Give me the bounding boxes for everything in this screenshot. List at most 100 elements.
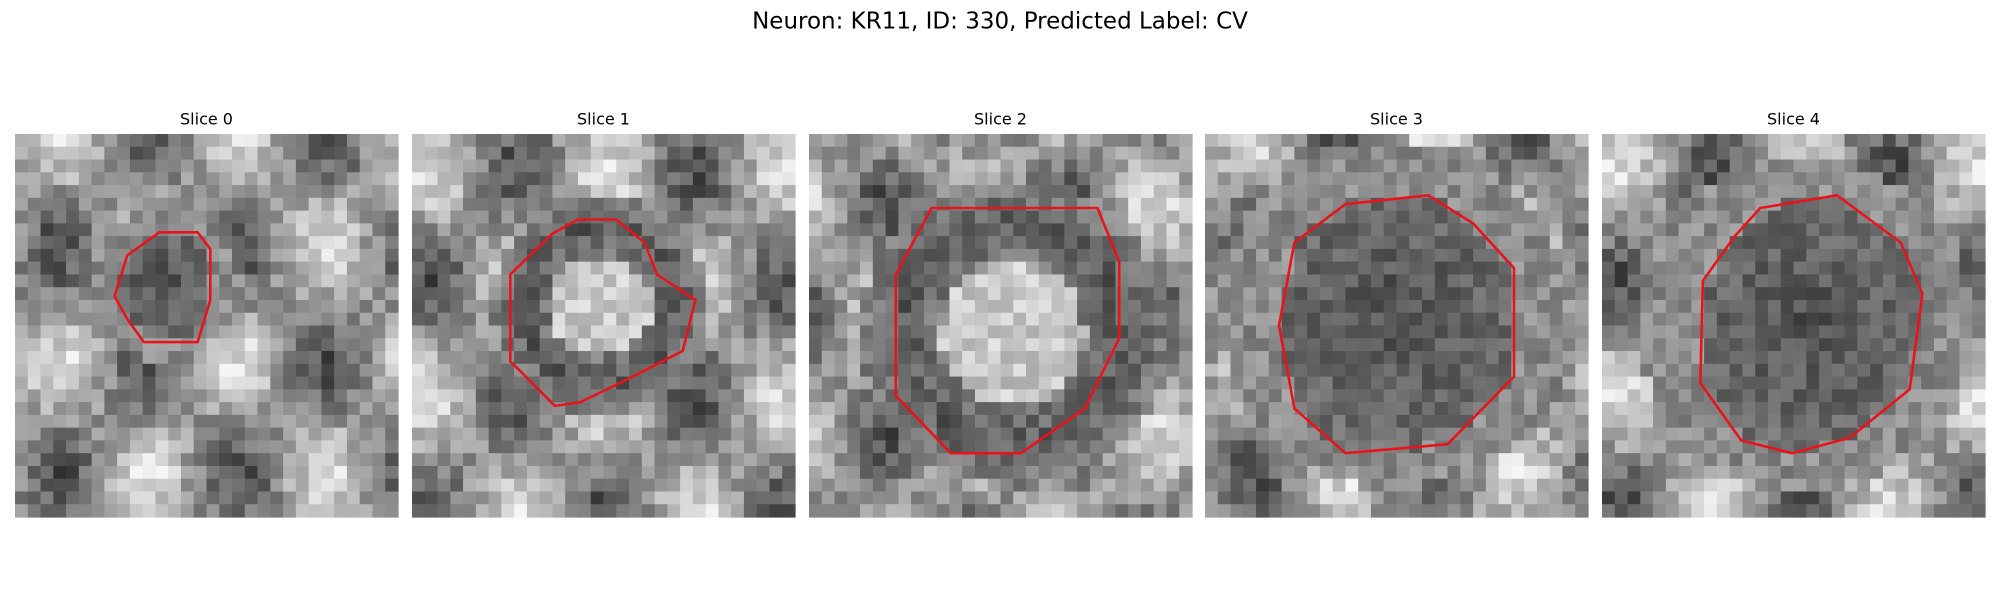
pixel: [911, 185, 925, 199]
pixel: [1166, 210, 1180, 224]
pixel: [219, 491, 233, 505]
pixel: [117, 440, 131, 454]
pixel: [1370, 172, 1385, 186]
pixel: [488, 197, 502, 212]
pixel: [180, 478, 195, 493]
pixel: [1946, 299, 1961, 314]
pixel: [334, 185, 348, 199]
pixel: [1115, 274, 1129, 288]
pixel: [346, 223, 361, 237]
pixel: [577, 504, 592, 518]
pixel: [1498, 325, 1512, 339]
pixel: [629, 453, 643, 467]
pixel: [257, 427, 271, 441]
pixel: [1921, 402, 1935, 416]
pixel: [1473, 197, 1487, 212]
pixel: [565, 274, 579, 288]
pixel: [1013, 465, 1027, 480]
pixel: [834, 159, 848, 173]
pixel: [232, 146, 246, 161]
pixel: [1498, 440, 1512, 454]
pixel: [1013, 287, 1027, 301]
pixel: [501, 134, 515, 148]
pixel: [1128, 236, 1142, 250]
pixel: [91, 338, 105, 352]
pixel: [539, 351, 554, 365]
pixel: [743, 465, 758, 480]
pixel: [1602, 376, 1616, 390]
pixel: [129, 185, 144, 199]
pixel: [1511, 440, 1525, 454]
pixel: [809, 427, 823, 441]
pixel: [539, 210, 554, 224]
pixel: [962, 312, 976, 327]
pixel: [488, 287, 502, 301]
pixel: [1511, 185, 1525, 199]
pixel: [1755, 236, 1769, 250]
pixel: [654, 210, 668, 224]
pixel: [1089, 491, 1104, 505]
pixel: [731, 210, 745, 224]
pixel: [1243, 223, 1257, 237]
pixel: [15, 223, 29, 237]
pixel: [577, 338, 592, 352]
pixel: [1678, 146, 1692, 161]
pixel: [475, 274, 490, 288]
pixel: [1332, 389, 1347, 403]
pixel: [654, 465, 668, 480]
pixel: [1051, 338, 1065, 352]
pixel: [936, 414, 951, 429]
pixel: [692, 236, 707, 250]
pixel: [743, 478, 758, 493]
pixel: [782, 210, 796, 224]
pixel: [1742, 287, 1756, 301]
pixel: [1524, 261, 1538, 276]
pixel: [270, 478, 284, 493]
pixel: [1038, 299, 1053, 314]
pixel: [1345, 287, 1359, 301]
pixel: [321, 478, 335, 493]
pixel: [1780, 312, 1795, 327]
pixel: [1089, 274, 1104, 288]
pixel: [1524, 299, 1538, 314]
pixel: [1895, 210, 1909, 224]
pixel: [1460, 338, 1474, 352]
pixel: [629, 197, 643, 212]
pixel: [1614, 287, 1629, 301]
pixel: [412, 414, 426, 429]
pixel: [308, 325, 322, 339]
pixel: [412, 389, 426, 403]
pixel: [514, 197, 528, 212]
pixel: [603, 274, 617, 288]
pixel: [180, 197, 195, 212]
pixel: [1946, 312, 1961, 327]
pixel: [731, 338, 745, 352]
pixel: [705, 325, 719, 339]
pixel: [539, 197, 554, 212]
pixel: [1959, 223, 1973, 237]
pixel: [821, 402, 836, 416]
pixel: [1640, 223, 1654, 237]
pixel: [1434, 287, 1449, 301]
pixel: [1383, 172, 1398, 186]
pixel: [1319, 325, 1334, 339]
pixel: [219, 159, 233, 173]
pixel: [1319, 491, 1334, 505]
pixel: [1678, 414, 1692, 429]
pixel: [308, 236, 322, 250]
pixel: [1422, 159, 1436, 173]
pixel: [1524, 287, 1538, 301]
pixel: [53, 223, 67, 237]
pixel: [1179, 427, 1193, 441]
pixel: [1653, 504, 1667, 518]
pixel: [424, 236, 439, 250]
pixel: [1000, 236, 1014, 250]
pixel: [1281, 325, 1295, 339]
pixel: [1319, 134, 1334, 148]
pixel: [1026, 134, 1040, 148]
pixel: [1153, 363, 1168, 378]
pixel: [1767, 427, 1782, 441]
pixel: [78, 402, 93, 416]
slice-image: [15, 134, 399, 518]
pixel: [1882, 414, 1897, 429]
